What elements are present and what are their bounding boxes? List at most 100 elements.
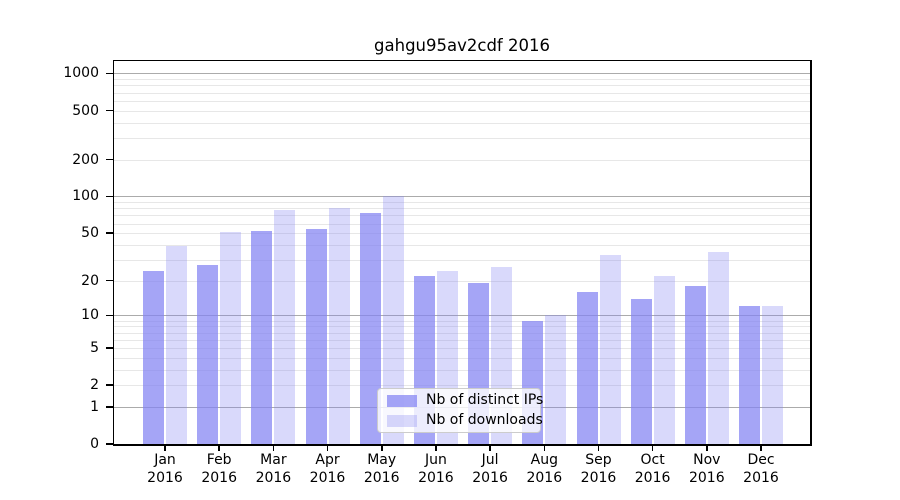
x-tick-label-line: 2016 [580,469,617,486]
bar-downloads-aug-2016 [545,315,567,444]
grid-line-major [114,73,810,75]
x-tick-label-line: Apr [315,452,340,468]
axis-spine-left [112,59,114,446]
x-tick-label-line: Jul [481,452,499,468]
y-tick-label: 500 [72,102,99,119]
y-tick-label: 10 [81,307,99,324]
grid-line-minor [114,357,810,359]
grid-line-minor [114,233,810,235]
grid-line-minor [114,159,810,161]
bar-downloads-dec-2016 [762,306,783,444]
grid-line-minor [114,85,810,87]
x-tick-label-line: Mar [260,452,287,468]
legend: Nb of distinct IPs Nb of downloads [377,388,543,433]
legend-label-downloads: Nb of downloads [426,412,543,428]
y-tick-label: 100 [72,188,99,205]
x-tick-label-line: Oct [640,452,665,468]
x-tick-label: Sep 2016 [567,452,631,487]
legend-label-distinct-ips: Nb of distinct IPs [426,392,544,408]
grid-line-minor [114,79,810,80]
x-tick [381,445,383,451]
y-tick-label: 2 [90,377,99,394]
bar-distinct_ips-jan-2016 [143,271,164,444]
y-tick [106,443,114,445]
grid-line-minor [114,92,810,94]
legend-item-distinct-ips: Nb of distinct IPs [387,393,543,408]
bar-downloads-sep-2016 [599,254,621,444]
y-tick [106,195,114,198]
grid-line-minor [114,122,810,124]
grid-line-minor [114,208,810,210]
grid-line-minor [114,215,810,217]
x-tick-label-line: Aug [530,452,558,468]
grid-line-major [114,196,810,198]
y-tick-label: 5 [90,339,99,356]
x-tick-label-line: Jan [154,452,176,468]
x-tick-label: Feb 2016 [187,452,251,487]
y-tick [106,406,114,408]
y-tick-label: 1 [90,398,99,415]
x-tick-label: Jul 2016 [458,452,522,487]
y-tick-label: 1000 [63,65,99,82]
grid-line-minor [114,347,810,349]
y-tick-label: 0 [90,436,99,452]
axis-spine-top [112,59,812,61]
x-tick [218,445,220,451]
x-tick-label-line: 2016 [147,469,183,486]
bar-downloads-oct-2016 [653,275,675,444]
bar-downloads-may-2016 [382,195,404,444]
axis-spine-bottom [112,444,812,446]
x-tick [706,445,708,451]
x-tick-label-line: 2016 [688,469,725,486]
x-tick [326,445,329,451]
grid-line-major [114,315,810,317]
y-tick-label: 20 [81,272,99,289]
x-tick-label: Jan 2016 [133,452,197,487]
x-tick [651,445,654,451]
grid-line-minor [114,369,810,371]
x-tick-label-line: Feb [206,452,232,468]
x-tick-label: May 2016 [350,452,414,487]
x-tick [543,445,545,451]
x-tick-label-line: 2016 [201,469,237,486]
x-tick-label: Aug 2016 [512,452,576,487]
x-tick-label-line: Sep [585,452,612,468]
x-tick-label-line: May [367,452,397,468]
grid-line-minor [114,332,810,334]
x-tick-label: Jun 2016 [404,452,468,487]
x-tick [760,445,762,451]
x-tick [435,445,437,451]
chart-title: gahgu95av2cdf 2016 [374,36,550,55]
legend-swatch-downloads [387,414,417,427]
bar-distinct_ips-nov-2016 [684,286,706,444]
y-tick [106,109,114,112]
x-tick-label-line: 2016 [418,469,454,486]
bar-downloads-jan-2016 [166,246,187,444]
x-tick [597,445,600,451]
grid-line-minor [114,259,810,261]
grid-line-minor [114,202,810,203]
x-tick [164,445,166,451]
grid-line-minor [114,280,810,282]
x-tick-label-line: 2016 [743,469,779,486]
bar-distinct_ips-feb-2016 [197,265,219,444]
x-tick-label: Oct 2016 [621,452,685,487]
bar-downloads-nov-2016 [707,251,729,444]
axis-spine-right [810,59,812,446]
y-tick [106,72,114,75]
bar-distinct_ips-oct-2016 [630,298,652,444]
x-tick-label: Dec 2016 [729,452,793,487]
x-tick-label-line: 2016 [255,469,292,486]
x-tick-label-line: 2016 [309,469,346,486]
bar-downloads-apr-2016 [328,208,350,444]
bar-distinct_ips-apr-2016 [305,229,327,444]
y-tick-label: 50 [81,225,99,242]
grid-line-minor [114,339,810,341]
x-tick-label-line: Jun [424,452,447,468]
x-tick [489,445,491,451]
bar-distinct_ips-may-2016 [359,213,381,444]
grid-line-minor [114,110,810,112]
bar-downloads-mar-2016 [274,209,296,444]
x-tick-label-line: Dec [747,452,775,468]
